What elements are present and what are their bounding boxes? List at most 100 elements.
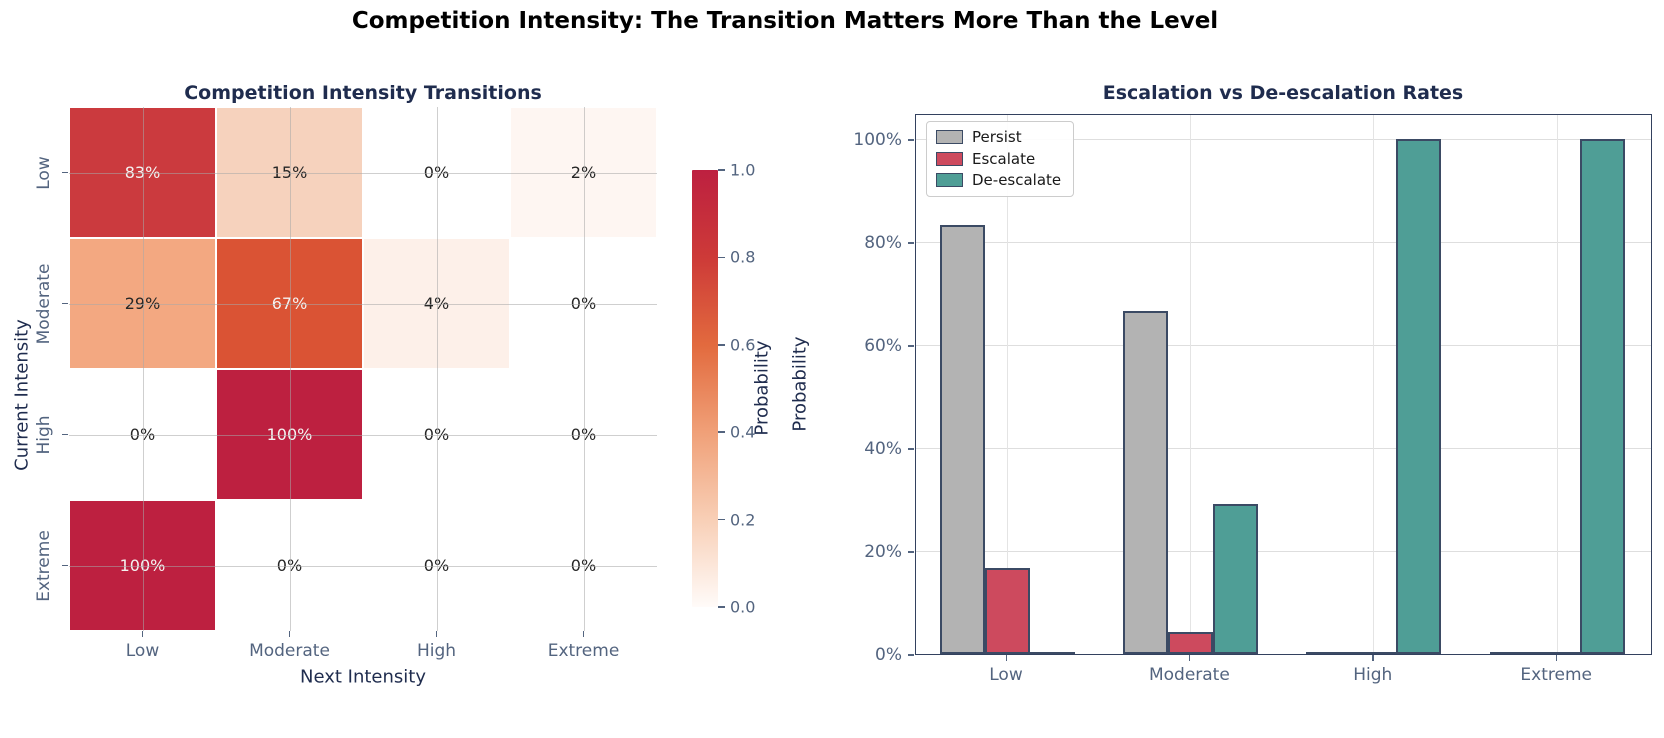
legend-label: Persist xyxy=(972,128,1022,146)
heatmap-cell-value: 15% xyxy=(271,163,308,182)
barchart-gridline-v xyxy=(1556,115,1558,654)
heatmap-cell-moderate-moderate: 67% xyxy=(216,238,363,369)
colorbar-tick-mark xyxy=(718,518,725,521)
heatmap-xlabel: Next Intensity xyxy=(300,666,426,688)
heatmap-ylabel: Current Intensity xyxy=(11,319,33,471)
x-tick-label: High xyxy=(1353,665,1393,685)
y-tick-mark xyxy=(908,345,914,347)
heatmap-cell-value: 4% xyxy=(423,294,450,313)
y-tick-label: 60% xyxy=(864,336,902,356)
heatmap-cell-extreme-moderate: 0% xyxy=(216,500,363,631)
legend-item-persist: Persist xyxy=(936,129,1061,146)
barchart-gridline-h xyxy=(916,241,1651,243)
x-tick-mark xyxy=(289,631,291,637)
y-tick-mark xyxy=(62,433,68,436)
y-tick-mark xyxy=(908,242,914,244)
colorbar-tick-mark xyxy=(718,169,725,171)
barchart-gridline-h xyxy=(916,138,1651,140)
bar-escalate-extreme xyxy=(1534,652,1580,654)
heatmap-cell-value: 67% xyxy=(271,294,308,313)
heatmap-cell-high-low: 0% xyxy=(69,369,216,500)
colorbar-label: Probability xyxy=(751,340,773,436)
x-tick-mark xyxy=(1188,655,1191,661)
x-tick-label: High xyxy=(416,641,457,661)
bar-persist-moderate xyxy=(1122,310,1168,654)
heatmap-cell-moderate-low: 29% xyxy=(69,238,216,369)
x-tick-label: Low xyxy=(125,641,160,661)
heatmap-cell-value: 0% xyxy=(570,294,597,313)
y-tick-mark xyxy=(908,654,914,656)
colorbar-tick-mark xyxy=(718,344,725,346)
heatmap-cell-moderate-extreme: 0% xyxy=(510,238,657,369)
heatmap-cell-extreme-low: 100% xyxy=(69,500,216,631)
bar-escalate-high xyxy=(1351,652,1397,654)
x-tick-mark xyxy=(142,631,144,637)
heatmap-cell-high-extreme: 0% xyxy=(510,369,657,500)
barchart-gridline-v xyxy=(1189,115,1191,654)
barchart-gridline-v xyxy=(1373,115,1375,654)
colorbar-tick-label: 0.0 xyxy=(730,597,756,617)
colorbar-tick-mark xyxy=(718,256,725,259)
x-tick-mark xyxy=(1372,655,1374,661)
x-tick-label: Moderate xyxy=(1148,665,1230,685)
y-tick-label: 80% xyxy=(864,233,902,253)
heatmap-cell-value: 29% xyxy=(124,294,161,313)
heatmap-cell-value: 0% xyxy=(423,163,450,182)
heatmap-cell-extreme-extreme: 0% xyxy=(510,500,657,631)
barchart-gridline-h xyxy=(916,550,1651,552)
colorbar-tick-label: 0.2 xyxy=(730,510,756,530)
bar-persist-high xyxy=(1306,652,1352,654)
y-tick-mark xyxy=(62,171,68,174)
barchart-title: Escalation vs De-escalation Rates xyxy=(1102,82,1464,104)
heatmap-cell-value: 0% xyxy=(276,556,303,575)
y-tick-mark xyxy=(908,551,914,553)
colorbar-tick-mark xyxy=(718,431,725,433)
y-tick-label: Low xyxy=(34,155,54,190)
heatmap-cell-moderate-high: 4% xyxy=(363,238,510,369)
legend-swatch-escalate xyxy=(936,151,963,166)
heatmap-title: Competition Intensity Transitions xyxy=(184,82,542,104)
bar-de-escalate-high xyxy=(1396,139,1442,654)
legend-swatch-persist xyxy=(936,130,963,145)
x-tick-mark xyxy=(1005,655,1007,661)
bar-escalate-moderate xyxy=(1167,632,1213,654)
y-tick-mark xyxy=(908,448,914,450)
y-tick-label: Moderate xyxy=(34,263,54,344)
heatmap-cell-value: 100% xyxy=(266,425,313,444)
y-tick-label: 40% xyxy=(864,439,902,459)
legend-item-de-escalate: De-escalate xyxy=(936,172,1061,189)
bar-persist-low xyxy=(939,225,985,654)
x-tick-label: Extreme xyxy=(1520,665,1592,685)
bar-persist-extreme xyxy=(1489,652,1535,654)
heatmap-grid: 83% 15% 0% 2% 29% 67% 4% 0% 0% 100% 0% 0% 100% 0% 0% 0% xyxy=(69,107,657,631)
heatmap-cell-value: 0% xyxy=(423,556,450,575)
x-tick-label: Low xyxy=(989,665,1023,685)
legend-label: Escalate xyxy=(972,149,1036,168)
y-tick-label: 20% xyxy=(864,542,902,562)
y-tick-mark xyxy=(62,564,68,567)
barchart-ylabel: Probability xyxy=(789,336,811,432)
heatmap-cell-high-high: 0% xyxy=(363,369,510,500)
colorbar xyxy=(692,170,718,607)
bar-escalate-low xyxy=(984,568,1030,654)
bar-de-escalate-moderate xyxy=(1212,503,1258,654)
heatmap-cell-value: 0% xyxy=(570,556,597,575)
heatmap-cell-value: 83% xyxy=(124,163,161,182)
y-tick-label: 0% xyxy=(875,645,902,665)
legend-item-escalate: Escalate xyxy=(936,149,1061,168)
x-tick-label: Moderate xyxy=(249,641,330,661)
heatmap-cell-low-low: 83% xyxy=(69,107,216,238)
colorbar-tick-label: 0.8 xyxy=(730,247,756,267)
legend-swatch-de-escalate xyxy=(936,173,963,188)
barchart-plot-area: Persist Escalate De-escalate xyxy=(915,114,1652,655)
heatmap-cell-value: 0% xyxy=(570,425,597,444)
legend: Persist Escalate De-escalate xyxy=(926,121,1075,197)
y-tick-mark xyxy=(62,302,68,305)
y-tick-label: High xyxy=(34,414,54,455)
colorbar-tick-label: 0.4 xyxy=(730,422,756,442)
colorbar-tick-label: 0.6 xyxy=(730,335,756,355)
heatmap-cell-low-extreme: 2% xyxy=(510,107,657,238)
heatmap-cell-high-moderate: 100% xyxy=(216,369,363,500)
colorbar-tick-label: 1.0 xyxy=(730,160,756,180)
